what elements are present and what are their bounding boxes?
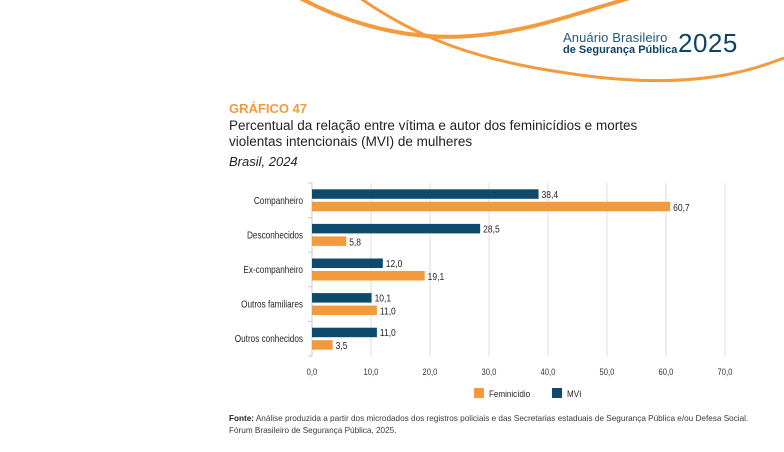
decorative-curve-2 [360, 0, 784, 83]
bar-mvi [312, 258, 383, 268]
data-label-mvi: 12,0 [386, 258, 403, 269]
decorative-curve-1 [299, 0, 631, 39]
data-label-feminicidio: 5,8 [349, 237, 361, 248]
bar-mvi [312, 189, 539, 199]
brand-title: Anuário Brasileiro [563, 30, 668, 45]
legend-label-feminicidio: Feminicídio [489, 388, 530, 399]
category-label: Companheiro [254, 195, 303, 206]
x-tick-label: 10,0 [364, 366, 379, 377]
x-tick-label: 50,0 [600, 366, 615, 377]
data-label-feminicidio: 3,5 [336, 341, 348, 352]
chart-number: GRÁFICO 47 [229, 101, 308, 116]
bar-mvi [312, 293, 372, 303]
category-label: Desconhecidos [247, 230, 303, 241]
category-label: Outros familiares [241, 299, 303, 310]
bar-feminicidio [312, 340, 333, 350]
data-label-feminicidio: 19,1 [428, 271, 445, 282]
bar-feminicidio [312, 271, 425, 281]
chart-subtitle: Brasil, 2024 [229, 154, 298, 169]
bar-mvi [312, 327, 377, 338]
x-tick-label: 0,0 [307, 366, 318, 377]
source-note: Fonte: Análise produzida a partir dos mi… [229, 413, 769, 437]
brand-year: 2025 [678, 28, 738, 58]
x-tick-label: 40,0 [541, 366, 556, 377]
bar-feminicidio [312, 236, 347, 246]
data-label-feminicidio: 11,0 [380, 306, 396, 317]
legend-swatch-feminicidio [474, 388, 484, 398]
data-label-mvi: 28,5 [483, 224, 500, 235]
data-label-mvi: 10,1 [375, 293, 392, 304]
source-line2: Fórum Brasileiro de Segurança Pública, 2… [229, 426, 397, 435]
bar-mvi [312, 223, 481, 234]
decorative-curves [299, 0, 784, 83]
category-label: Ex-companheiro [243, 264, 303, 275]
category-label: Outros conhecidos [235, 333, 304, 344]
x-tick-label: 60,0 [659, 366, 674, 377]
legend-label-mvi: MVI [567, 388, 581, 399]
brand-subtitle: de Segurança Pública [563, 44, 678, 56]
data-label-feminicidio: 60,7 [673, 202, 690, 213]
source-text: Análise produzida a partir dos microdado… [255, 414, 749, 423]
x-tick-label: 20,0 [423, 366, 438, 377]
x-tick-label: 30,0 [482, 366, 497, 377]
source-label: Fonte: [229, 414, 255, 423]
legend-swatch-mvi [552, 388, 562, 398]
data-label-mvi: 11,0 [380, 328, 396, 339]
bar-feminicidio [312, 305, 377, 316]
x-tick-label: 70,0 [718, 366, 733, 377]
bar-feminicidio [312, 201, 671, 212]
data-label-mvi: 38,4 [542, 189, 559, 200]
chart-title: Percentual da relação entre vítima e aut… [229, 118, 638, 149]
